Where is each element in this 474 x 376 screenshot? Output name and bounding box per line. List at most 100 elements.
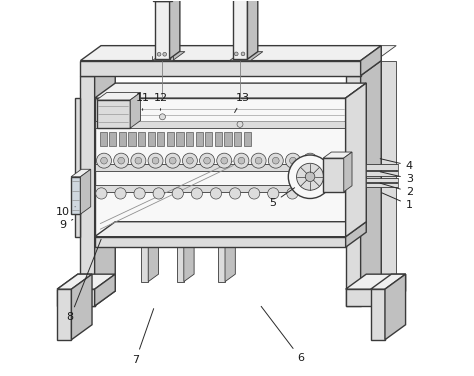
Polygon shape <box>218 247 225 282</box>
Circle shape <box>96 188 107 199</box>
Polygon shape <box>81 45 381 61</box>
Text: 10: 10 <box>56 207 75 217</box>
Circle shape <box>100 157 108 164</box>
Circle shape <box>307 157 313 164</box>
Circle shape <box>255 157 262 164</box>
Circle shape <box>297 163 324 190</box>
Polygon shape <box>95 121 346 128</box>
Text: 8: 8 <box>67 239 101 322</box>
Polygon shape <box>371 289 385 340</box>
Circle shape <box>187 157 193 164</box>
Polygon shape <box>130 92 140 128</box>
Circle shape <box>285 153 301 168</box>
Polygon shape <box>167 132 174 146</box>
Polygon shape <box>346 289 385 306</box>
Circle shape <box>153 188 164 199</box>
Circle shape <box>118 157 125 164</box>
Polygon shape <box>233 0 247 59</box>
Text: 5: 5 <box>269 188 295 208</box>
Circle shape <box>305 172 315 182</box>
Circle shape <box>221 157 228 164</box>
Polygon shape <box>95 61 115 306</box>
Polygon shape <box>244 132 251 146</box>
Circle shape <box>290 157 296 164</box>
Circle shape <box>241 52 245 56</box>
Polygon shape <box>57 274 92 289</box>
Polygon shape <box>101 45 381 61</box>
Circle shape <box>251 153 266 168</box>
Polygon shape <box>81 61 361 76</box>
Circle shape <box>234 153 249 168</box>
Polygon shape <box>361 45 396 61</box>
Text: 7: 7 <box>132 309 154 365</box>
Polygon shape <box>97 100 130 128</box>
Polygon shape <box>138 132 145 146</box>
Polygon shape <box>57 274 115 289</box>
Circle shape <box>163 52 166 56</box>
Polygon shape <box>346 222 366 247</box>
Circle shape <box>248 188 260 199</box>
Polygon shape <box>361 45 381 76</box>
Text: 3: 3 <box>380 172 413 183</box>
Polygon shape <box>385 274 406 306</box>
Circle shape <box>169 157 176 164</box>
Polygon shape <box>155 0 180 1</box>
Polygon shape <box>57 289 95 306</box>
Polygon shape <box>81 76 95 306</box>
Polygon shape <box>97 92 140 100</box>
Polygon shape <box>157 132 164 146</box>
Polygon shape <box>155 1 170 59</box>
Polygon shape <box>71 169 91 177</box>
Text: 9: 9 <box>59 220 73 230</box>
Circle shape <box>97 153 111 168</box>
Circle shape <box>182 153 197 168</box>
Polygon shape <box>100 132 107 146</box>
Polygon shape <box>141 247 148 282</box>
Polygon shape <box>323 158 344 192</box>
Circle shape <box>273 157 279 164</box>
Polygon shape <box>344 152 352 192</box>
Text: 11: 11 <box>136 93 150 110</box>
Circle shape <box>210 188 222 199</box>
Circle shape <box>134 188 145 199</box>
Polygon shape <box>95 237 346 247</box>
Polygon shape <box>128 132 136 146</box>
Polygon shape <box>152 52 185 61</box>
Circle shape <box>288 155 332 199</box>
Polygon shape <box>95 185 322 192</box>
Polygon shape <box>109 132 117 146</box>
Polygon shape <box>323 152 352 158</box>
Circle shape <box>159 114 165 120</box>
Polygon shape <box>366 171 398 176</box>
Polygon shape <box>95 274 115 306</box>
Polygon shape <box>81 61 115 76</box>
Polygon shape <box>229 52 263 61</box>
Polygon shape <box>366 178 398 182</box>
Polygon shape <box>95 83 366 98</box>
Circle shape <box>114 153 128 168</box>
Polygon shape <box>381 61 396 291</box>
Circle shape <box>229 188 241 199</box>
Polygon shape <box>57 289 72 340</box>
Polygon shape <box>148 240 158 282</box>
Text: 2: 2 <box>380 183 413 197</box>
Polygon shape <box>95 98 346 237</box>
Circle shape <box>157 52 161 56</box>
Polygon shape <box>346 61 381 76</box>
Circle shape <box>302 153 318 168</box>
Circle shape <box>135 157 142 164</box>
Polygon shape <box>81 169 91 214</box>
Circle shape <box>234 52 238 56</box>
Text: 1: 1 <box>382 193 413 210</box>
Polygon shape <box>176 132 183 146</box>
Circle shape <box>165 153 180 168</box>
Text: 4: 4 <box>380 159 413 171</box>
Circle shape <box>148 153 163 168</box>
Circle shape <box>131 153 146 168</box>
Polygon shape <box>184 240 194 282</box>
Polygon shape <box>95 222 366 237</box>
Circle shape <box>238 157 245 164</box>
Circle shape <box>200 153 215 168</box>
Text: 13: 13 <box>235 93 250 112</box>
Polygon shape <box>346 274 406 289</box>
